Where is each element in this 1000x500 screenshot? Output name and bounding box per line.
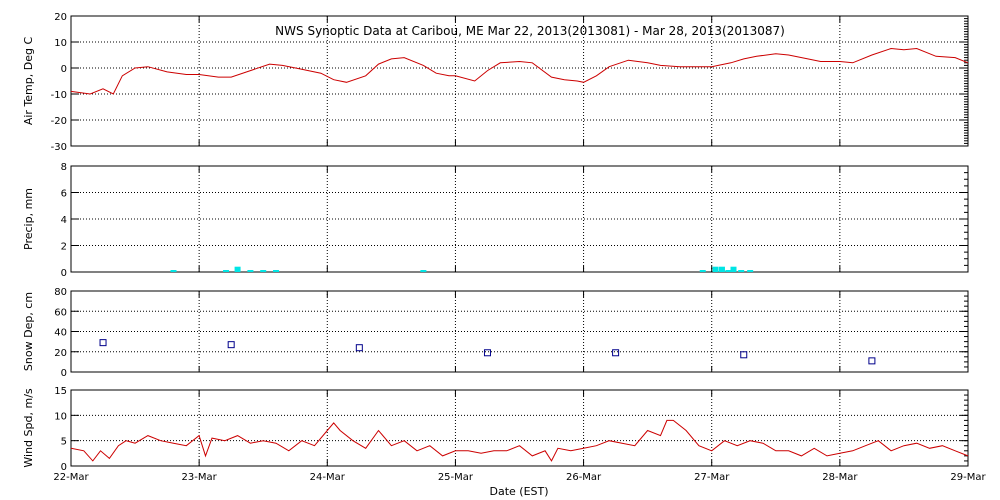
panel-precip: 0 2 4 6 8 Precip, mm (22, 162, 969, 279)
precip-bar (747, 270, 754, 272)
precip-bar (234, 266, 241, 272)
x-tick-label: 23-Mar (182, 472, 218, 483)
y-tick-label: 60 (54, 307, 67, 318)
y-tick-label: 80 (54, 287, 67, 298)
x-tick-label: 24-Mar (310, 472, 346, 483)
precip-bar (170, 270, 177, 272)
y-tick-label: 0 (61, 368, 67, 379)
panel-frame (70, 15, 969, 147)
series-line-wind-speed (70, 419, 969, 462)
precip-bar (260, 270, 267, 272)
precip-bar (420, 270, 427, 272)
snow-depth-point (99, 339, 107, 347)
precip-bar (730, 266, 737, 272)
x-tick-label: 26-Mar (566, 472, 602, 483)
y-tick-label: 0 (61, 462, 67, 473)
precip-bar (699, 270, 706, 272)
snow-depth-point (740, 351, 748, 359)
panel-snow-depth: 0 20 40 60 80 Snow Dep, cm (22, 287, 969, 379)
precip-bar (712, 266, 719, 272)
y-tick-label: -20 (51, 116, 67, 127)
chart-panels: -30 -20 -10 0 10 20 Air Temp, Deg C 0 2 4 6 8 Precip… (22, 12, 969, 473)
x-tick-label: 29-Mar (950, 472, 986, 483)
y-axis-label-precip: Precip, mm (22, 188, 35, 250)
y-tick-label: 0 (61, 64, 67, 75)
snow-depth-point (612, 349, 620, 357)
snow-depth-point (483, 349, 491, 357)
y-tick-label: 5 (61, 437, 67, 448)
y-tick-label: 15 (54, 386, 67, 397)
precip-bar (223, 270, 230, 272)
precip-bar (738, 270, 745, 272)
chart-title: NWS Synoptic Data at Caribou, ME Mar 22,… (275, 24, 785, 38)
panel-frame (70, 389, 969, 467)
y-tick-label: 10 (54, 411, 67, 422)
panel-air-temp: -30 -20 -10 0 10 20 Air Temp, Deg C (22, 12, 969, 153)
panel-wind-speed: 0 5 10 15 Wind Spd, m/s (22, 386, 969, 473)
snow-depth-point (868, 357, 876, 365)
x-tick-label: 28-Mar (822, 472, 858, 483)
panel-frame (70, 290, 969, 373)
x-tick-label: 27-Mar (694, 472, 730, 483)
y-tick-label: 4 (61, 215, 67, 226)
snow-depth-point (227, 341, 235, 349)
y-axis-label-snow-depth: Snow Dep, cm (22, 292, 35, 371)
x-axis-label: Date (EST) (489, 485, 548, 498)
x-tick-label: 22-Mar (53, 472, 89, 483)
y-axis-label-wind-speed: Wind Spd, m/s (22, 388, 35, 468)
precip-bar (718, 266, 725, 272)
y-tick-label: 6 (61, 189, 67, 200)
y-tick-label: 20 (54, 348, 67, 359)
y-tick-label: 40 (54, 328, 67, 339)
precip-bar (273, 270, 280, 272)
y-axis-label-air-temp: Air Temp, Deg C (22, 37, 35, 126)
y-tick-label: -10 (51, 90, 67, 101)
y-tick-label: 10 (54, 38, 67, 49)
series-line-air-temp (70, 47, 969, 95)
y-tick-label: -30 (51, 142, 67, 153)
precip-bar (247, 270, 254, 272)
x-tick-label: 25-Mar (438, 472, 474, 483)
y-tick-label: 2 (61, 242, 67, 253)
panel-frame (70, 165, 969, 273)
y-tick-label: 0 (61, 268, 67, 279)
y-tick-label: 20 (54, 12, 67, 23)
snow-depth-point (355, 344, 363, 352)
y-tick-label: 8 (61, 162, 67, 173)
precip-bar (725, 270, 732, 272)
x-tick-labels: 22-Mar 23-Mar 24-Mar 25-Mar 26-Mar 27-Mar 28-M… (53, 472, 986, 483)
